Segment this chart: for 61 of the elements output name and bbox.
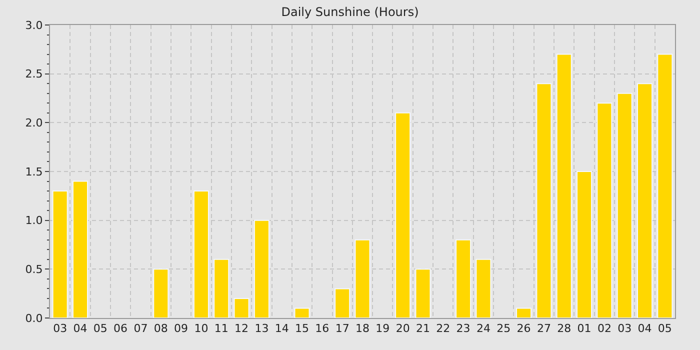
x-tick-label: 04: [638, 322, 652, 336]
bar: [596, 102, 612, 318]
bar: [536, 83, 552, 318]
bar: [657, 54, 673, 318]
x-tick-label: 05: [658, 322, 672, 336]
x-tick-label: 25: [496, 322, 511, 336]
x-tick-label: 04: [73, 322, 88, 336]
x-tick-label: 22: [436, 322, 450, 336]
chart-title: Daily Sunshine (Hours): [281, 5, 419, 20]
x-tick-label: 14: [274, 322, 289, 336]
y-tick-label: 2.0: [25, 116, 43, 130]
bar: [456, 239, 472, 318]
x-tick-label: 13: [254, 322, 269, 336]
x-tick-label: 10: [194, 322, 208, 336]
x-tick-label: 21: [416, 322, 430, 336]
y-tick-label: 3.0: [25, 18, 43, 32]
bar: [52, 190, 68, 318]
bar: [193, 190, 209, 318]
bar: [576, 171, 592, 318]
x-tick-label: 17: [335, 322, 350, 336]
bar: [234, 298, 250, 318]
x-tick-label: 19: [376, 322, 390, 336]
x-tick-label: 11: [214, 322, 228, 336]
x-tick-label: 07: [134, 322, 148, 336]
y-tick-label: 2.5: [25, 68, 43, 81]
x-tick-label: 16: [315, 322, 330, 336]
bar: [556, 54, 572, 318]
x-tick-label: 05: [93, 322, 108, 336]
x-tick-label: 18: [356, 322, 370, 336]
bar: [214, 258, 230, 318]
x-tick-label: 03: [618, 322, 632, 336]
x-tick-label: 01: [577, 322, 592, 336]
x-tick-label: 27: [536, 322, 551, 336]
y-tick-label: 1.0: [25, 214, 43, 228]
bar: [516, 308, 532, 318]
x-tick-label: 12: [234, 322, 249, 336]
x-tick-label: 15: [295, 322, 310, 336]
bar: [616, 92, 632, 318]
x-tick-label: 08: [154, 322, 168, 336]
x-tick-label: 09: [174, 322, 188, 336]
bar: [294, 308, 310, 318]
x-tick-label: 28: [557, 322, 572, 336]
x-tick-label: 02: [597, 322, 612, 336]
bar: [395, 112, 411, 318]
bar: [415, 268, 431, 318]
bar: [354, 239, 370, 318]
bar: [334, 288, 350, 318]
y-tick-label: 0.5: [25, 263, 43, 276]
bar: [637, 83, 653, 318]
x-tick-label: 20: [396, 322, 410, 336]
x-tick-label: 03: [53, 322, 68, 336]
bar: [153, 268, 169, 318]
x-tick-label: 23: [456, 322, 470, 336]
bar: [72, 180, 88, 318]
y-tick-label: 1.5: [25, 165, 43, 178]
bar: [254, 220, 270, 318]
x-tick-label: 26: [516, 322, 531, 336]
bar: [476, 258, 492, 318]
x-tick-label: 24: [476, 322, 490, 336]
x-tick-label: 06: [114, 322, 128, 336]
y-tick-label: 0.0: [25, 312, 43, 325]
